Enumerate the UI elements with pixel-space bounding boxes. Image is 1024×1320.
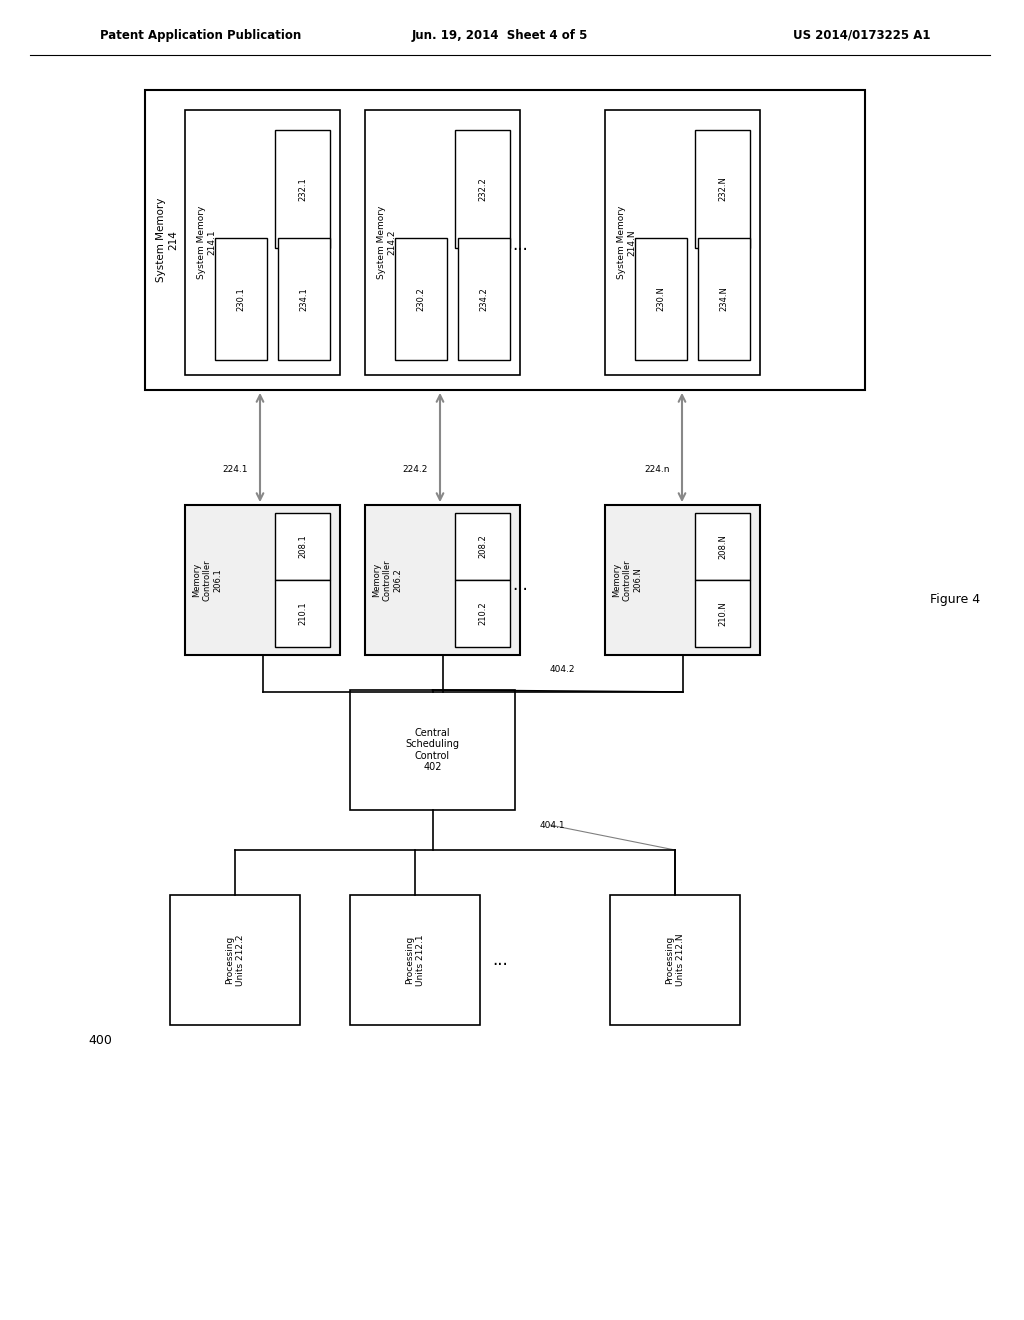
Text: 224.2: 224.2 — [402, 466, 428, 474]
Text: System Memory
214.N: System Memory 214.N — [617, 206, 637, 280]
Text: System Memory
214.1: System Memory 214.1 — [198, 206, 217, 280]
Text: US 2014/0173225 A1: US 2014/0173225 A1 — [793, 29, 930, 41]
Text: 232.1: 232.1 — [298, 177, 307, 201]
FancyBboxPatch shape — [278, 238, 330, 360]
FancyBboxPatch shape — [185, 506, 340, 655]
Text: 400: 400 — [88, 1034, 112, 1047]
Text: Central
Scheduling
Control
402: Central Scheduling Control 402 — [406, 727, 460, 772]
FancyBboxPatch shape — [365, 110, 520, 375]
Text: 224.n: 224.n — [644, 466, 670, 474]
Text: ...: ... — [512, 236, 528, 253]
FancyBboxPatch shape — [458, 238, 510, 360]
Text: 230.N: 230.N — [656, 286, 666, 312]
Text: 404.2: 404.2 — [550, 665, 575, 675]
FancyBboxPatch shape — [695, 579, 750, 647]
FancyBboxPatch shape — [605, 110, 760, 375]
Text: 234.2: 234.2 — [479, 286, 488, 310]
FancyBboxPatch shape — [455, 513, 510, 579]
FancyBboxPatch shape — [605, 506, 760, 655]
Text: Jun. 19, 2014  Sheet 4 of 5: Jun. 19, 2014 Sheet 4 of 5 — [412, 29, 588, 41]
Text: ...: ... — [493, 950, 508, 969]
FancyBboxPatch shape — [350, 690, 515, 810]
Text: 234.1: 234.1 — [299, 286, 308, 310]
Text: 232.2: 232.2 — [478, 177, 487, 201]
FancyBboxPatch shape — [695, 513, 750, 579]
Text: Processing
Units 212.2: Processing Units 212.2 — [225, 935, 245, 986]
FancyBboxPatch shape — [635, 238, 687, 360]
Text: System Memory
214.2: System Memory 214.2 — [377, 206, 396, 280]
Text: 234.N: 234.N — [720, 286, 728, 312]
Text: 210.1: 210.1 — [298, 602, 307, 626]
FancyBboxPatch shape — [698, 238, 750, 360]
Text: 224.1: 224.1 — [222, 466, 248, 474]
FancyBboxPatch shape — [170, 895, 300, 1026]
Text: 210.N: 210.N — [718, 601, 727, 626]
Text: Memory
Controller
206.N: Memory Controller 206.N — [612, 560, 642, 601]
Text: 208.2: 208.2 — [478, 535, 487, 558]
FancyBboxPatch shape — [455, 579, 510, 647]
Text: 404.1: 404.1 — [540, 821, 565, 829]
FancyBboxPatch shape — [455, 129, 510, 248]
Text: 208.N: 208.N — [718, 535, 727, 558]
Text: Figure 4: Figure 4 — [930, 594, 980, 606]
FancyBboxPatch shape — [365, 506, 520, 655]
FancyBboxPatch shape — [395, 238, 447, 360]
Text: 210.2: 210.2 — [478, 602, 487, 626]
Text: Patent Application Publication: Patent Application Publication — [100, 29, 301, 41]
Text: ...: ... — [512, 576, 528, 594]
FancyBboxPatch shape — [145, 90, 865, 389]
Text: Processing
Units 212.1: Processing Units 212.1 — [406, 935, 425, 986]
FancyBboxPatch shape — [275, 579, 330, 647]
Text: 232.N: 232.N — [718, 177, 727, 201]
Text: System Memory
214: System Memory 214 — [157, 198, 178, 282]
Text: Memory
Controller
206.1: Memory Controller 206.1 — [193, 560, 222, 601]
Text: Memory
Controller
206.2: Memory Controller 206.2 — [372, 560, 401, 601]
Text: 230.2: 230.2 — [417, 286, 426, 310]
FancyBboxPatch shape — [185, 110, 340, 375]
Text: 230.1: 230.1 — [237, 286, 246, 310]
Text: Processing
Units 212.N: Processing Units 212.N — [666, 933, 685, 986]
FancyBboxPatch shape — [350, 895, 480, 1026]
FancyBboxPatch shape — [275, 129, 330, 248]
FancyBboxPatch shape — [275, 513, 330, 579]
FancyBboxPatch shape — [215, 238, 267, 360]
FancyBboxPatch shape — [610, 895, 740, 1026]
FancyBboxPatch shape — [695, 129, 750, 248]
Text: 208.1: 208.1 — [298, 535, 307, 558]
